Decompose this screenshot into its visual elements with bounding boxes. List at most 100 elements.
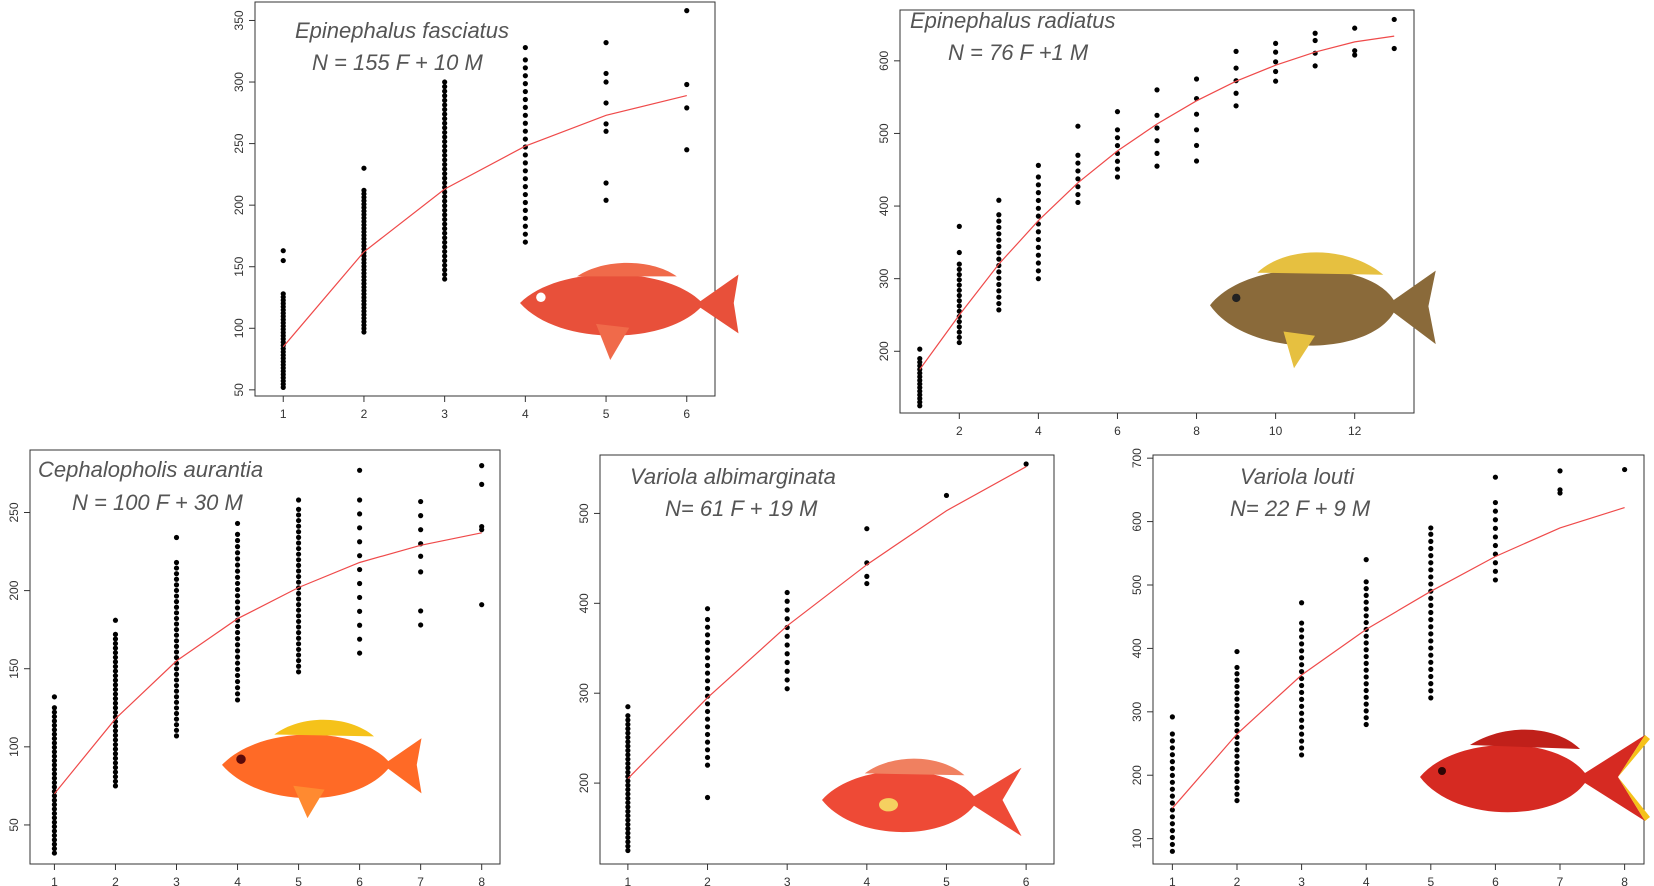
data-point: [442, 79, 448, 85]
data-point: [603, 79, 609, 85]
x-tick-label: 2: [361, 407, 368, 421]
data-point: [112, 751, 119, 757]
data-point: [51, 832, 58, 839]
data-point: [1273, 40, 1279, 47]
data-point: [1428, 545, 1434, 552]
data-point: [1352, 52, 1358, 58]
data-point: [917, 377, 923, 383]
data-point: [234, 678, 241, 685]
data-point: [1298, 669, 1305, 675]
y-tick-label: 50: [7, 818, 21, 832]
data-point: [357, 580, 363, 587]
data-point: [442, 253, 448, 259]
x-tick-label: 6: [1492, 875, 1499, 886]
x-tick-label: 4: [234, 875, 241, 886]
data-point: [1035, 229, 1041, 235]
axis-ticks: 1 2 3 4 5 6 50 100 150 200 250 300 350: [232, 10, 690, 421]
data-point: [442, 106, 448, 113]
data-point: [1298, 717, 1305, 723]
y-tick-label: 700: [1130, 448, 1144, 468]
data-point: [625, 756, 631, 762]
data-point: [295, 517, 302, 524]
data-point: [112, 778, 119, 784]
data-point: [173, 576, 180, 582]
x-tick-label: 7: [1557, 875, 1564, 886]
data-point: [1234, 683, 1240, 690]
data-point: [295, 506, 302, 512]
x-tick-label: 10: [1269, 424, 1283, 438]
data-point: [51, 775, 58, 781]
data-point: [1428, 673, 1434, 680]
data-point: [956, 223, 962, 229]
data-point: [1492, 542, 1499, 549]
data-point: [956, 319, 962, 325]
data-point: [1169, 800, 1175, 806]
data-point: [442, 102, 448, 108]
data-point: [704, 794, 711, 801]
x-tick-label: 2: [704, 875, 711, 886]
plot-frame: [254, 1, 716, 397]
data-point: [522, 57, 528, 63]
data-point: [1035, 197, 1041, 204]
data-point: [917, 359, 923, 365]
data-point: [522, 128, 528, 134]
data-point: [917, 395, 923, 402]
data-point: [442, 244, 448, 250]
data-point: [112, 732, 119, 738]
y-tick-label: 200: [232, 195, 246, 215]
data-point: [1035, 252, 1041, 258]
data-point: [234, 666, 241, 672]
data-point: [1234, 721, 1240, 728]
data-point: [1298, 696, 1305, 702]
data-point: [1312, 37, 1318, 44]
data-point: [704, 606, 711, 612]
data-point: [295, 602, 302, 608]
data-point: [1298, 682, 1305, 689]
data-point: [173, 593, 180, 599]
data-point: [295, 497, 302, 503]
data-point: [1035, 190, 1041, 196]
data-point: [1428, 688, 1434, 694]
data-point: [996, 288, 1002, 294]
data-point: [784, 589, 790, 596]
data-point: [295, 568, 302, 574]
data-point: [522, 176, 528, 182]
data-point: [1273, 59, 1279, 65]
axis-ticks: 1 2 3 4 5 6 7 8 100 200 300 400 500 600 700: [1130, 448, 1628, 886]
data-point: [442, 276, 448, 282]
species-name: Variola louti: [1240, 464, 1355, 489]
data-point: [917, 403, 923, 409]
data-point: [418, 498, 424, 505]
data-point: [442, 166, 448, 172]
data-point: [1169, 814, 1175, 820]
data-point: [603, 70, 609, 77]
data-point: [1428, 553, 1434, 559]
data-point: [684, 147, 690, 153]
x-tick-label: 2: [1234, 875, 1241, 886]
data-point: [234, 654, 241, 660]
data-point: [1428, 574, 1434, 580]
data-point: [418, 553, 424, 559]
data-point: [1312, 30, 1318, 36]
data-point: [1363, 674, 1369, 680]
data-point: [295, 641, 302, 647]
data-point: [51, 762, 58, 768]
x-tick-label: 4: [1363, 875, 1370, 886]
y-tick-label: 300: [1130, 701, 1144, 721]
data-point: [173, 671, 180, 677]
data-point: [956, 334, 962, 340]
data-point: [625, 787, 631, 793]
x-tick-label: 12: [1348, 424, 1362, 438]
data-point: [173, 559, 180, 566]
data-point: [112, 691, 119, 697]
y-tick-label: 200: [577, 773, 591, 793]
plot-frame: [599, 454, 1055, 865]
y-tick-label: 250: [7, 502, 21, 522]
data-point: [917, 355, 923, 362]
sample-size-label: N= 22 F + 9 M: [1230, 496, 1371, 521]
y-tick-label: 200: [7, 580, 21, 600]
data-point: [1492, 499, 1499, 506]
data-point: [1298, 600, 1305, 606]
data-point: [956, 266, 962, 272]
data-point: [295, 624, 302, 630]
